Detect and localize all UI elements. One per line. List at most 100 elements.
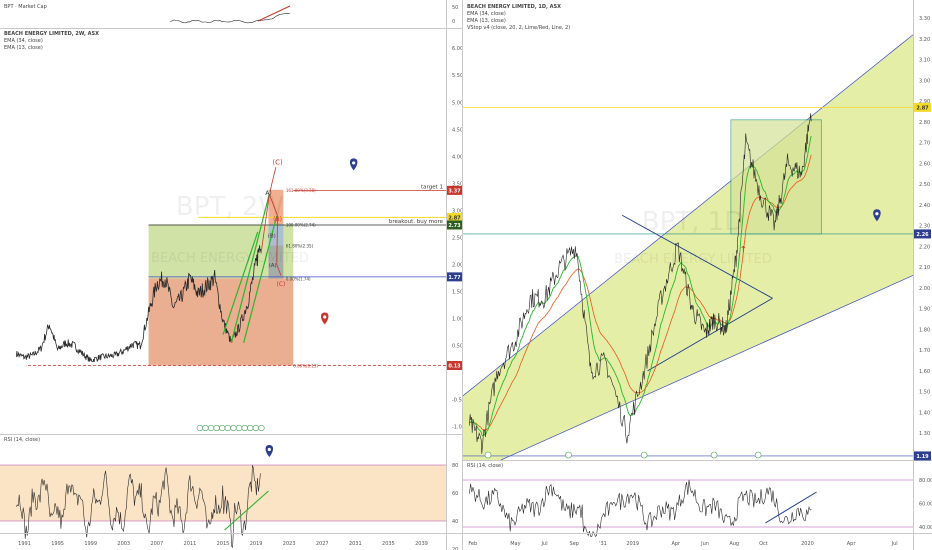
fib-low-label: 0.00%(0.13) <box>293 364 318 369</box>
left-idea-marker-red-dot <box>323 315 327 319</box>
left-indicator-2[interactable]: EMA (13, close) <box>4 45 43 51</box>
right-y-tick-2: 3.10 <box>919 58 930 64</box>
right-rsi-line <box>469 479 812 537</box>
left-watermark: BPT, 2W <box>176 192 284 222</box>
left-price-line <box>15 245 262 363</box>
left-idea-marker-blue-dot <box>352 161 356 165</box>
event-marker-2[interactable] <box>207 424 215 432</box>
event-marker-1[interactable] <box>202 424 209 432</box>
event-marker-4[interactable] <box>219 424 226 432</box>
right-rsi-title[interactable]: RSI (14, close) <box>467 463 504 469</box>
right-rsi-tick-2: 40.00 <box>919 525 932 531</box>
right-y-tick-7: 2.60 <box>919 161 930 167</box>
fib-618-label: 61.80%(2.35) <box>286 244 314 249</box>
right-y-tick-1: 3.20 <box>919 37 930 43</box>
left-rsi-tick-3: 20 <box>452 547 458 550</box>
right-y-tick-16: 1.70 <box>919 348 930 354</box>
wave-path-top <box>269 167 277 192</box>
left-y-tick-7: 2.50 <box>452 235 463 241</box>
left-x-tick-10: 2031 <box>349 541 362 547</box>
left-risk-zone <box>148 278 294 366</box>
event-marker-7[interactable] <box>235 424 243 432</box>
channel-upper-line <box>463 34 914 397</box>
right-event-marker-0[interactable] <box>484 451 492 459</box>
right-y-tick-14: 1.90 <box>919 307 930 313</box>
left-y-tick-11: 0.50 <box>452 344 463 350</box>
event-marker-8[interactable] <box>241 424 248 432</box>
event-marker-0[interactable] <box>196 424 203 432</box>
left-indicator-1[interactable]: EMA (34, close) <box>4 38 43 44</box>
fib-161-label: 161.80%(3.38) <box>286 188 316 193</box>
right-event-marker-3[interactable] <box>710 451 718 459</box>
right-y-tick-12: 2.10 <box>919 265 930 271</box>
right-idea-marker-dot <box>875 212 879 216</box>
right-chart[interactable]: ↑ BPT, 1D BEACH ENERGY LIMITED 3.30 3.20 3.1… <box>463 0 932 550</box>
triangle-upper <box>621 214 773 299</box>
left-x-tick-8: 2023 <box>283 541 296 547</box>
right-event-marker-2[interactable] <box>640 451 648 459</box>
right-ema-13 <box>469 135 812 437</box>
right-tag-last-text: 2.87 <box>916 105 929 111</box>
right-y-tick-18: 1.50 <box>919 390 930 396</box>
right-y-tick-11: 2.20 <box>919 244 930 250</box>
right-tag-bottom <box>914 451 931 461</box>
wave-label-b: (B) <box>273 216 282 223</box>
left-y-tick-0: 6.00 <box>452 46 463 52</box>
right-chart-title: BEACH ENERGY LIMITED, 1D, ASX <box>467 4 562 10</box>
event-marker-3[interactable] <box>213 424 220 432</box>
left-y-tick-4: 4.00 <box>452 154 463 160</box>
right-y-tick-9: 2.40 <box>919 203 930 209</box>
right-price-line <box>469 113 812 454</box>
right-indicator-2[interactable]: EMA (13, close) <box>467 18 506 24</box>
left-top-axis-0: 50 <box>452 5 458 11</box>
right-x-tick-12: Jul <box>891 541 898 547</box>
event-marker-5[interactable] <box>224 424 231 432</box>
right-tag-bottom-text: 1.19 <box>916 454 929 460</box>
left-tag-support <box>447 272 462 282</box>
right-event-marker-1[interactable] <box>565 451 572 459</box>
right-rsi-trendline <box>765 491 817 524</box>
left-y-tick-13: -1.00 <box>452 425 463 431</box>
left-y-tick-9: 1.50 <box>452 289 463 295</box>
event-marker-9[interactable] <box>247 424 254 432</box>
right-y-tick-13: 2.00 <box>919 286 930 292</box>
left-y-tick-6: 3.00 <box>452 208 463 214</box>
market-cap-trendline <box>257 5 291 22</box>
right-rsi-tick-1: 60.00 <box>919 502 932 508</box>
right-y-tick-17: 1.60 <box>919 369 930 375</box>
left-rsi-marker-dot <box>267 447 271 452</box>
left-tag-breakout-text: 2.73 <box>448 223 461 229</box>
right-x-tick-9: Oct <box>759 541 768 547</box>
wave-label-paren-b: (B) <box>268 233 276 239</box>
wave-label-paren-a: (A) <box>269 263 277 269</box>
left-x-tick-2: 1999 <box>84 541 97 547</box>
left-chart[interactable]: (C) A) (B) (B) (A) (C) 161.80%(3.38) 100.00%(2.… <box>0 0 463 550</box>
right-x-tick-1: May <box>510 541 520 547</box>
right-watermark-sub: BEACH ENERGY LIMITED <box>614 252 772 267</box>
right-x-tick-3: Sep <box>570 541 579 547</box>
right-x-tick-10: 2020 <box>801 541 814 547</box>
fib-upper-box <box>268 189 284 225</box>
right-indicator-3[interactable]: VStop v4 (close, 20, 2, Lime/Red, Line, … <box>467 25 571 31</box>
event-marker-10[interactable] <box>252 424 259 432</box>
event-marker-6[interactable] <box>230 424 237 432</box>
left-y-tick-12: -0.50 <box>452 398 463 404</box>
left-tag-target-text: 3.37 <box>448 188 461 194</box>
left-y-tick-8: 2.00 <box>452 262 463 268</box>
left-top-pane-title: BPT · Market Cap <box>4 4 47 10</box>
event-marker-11[interactable] <box>258 424 265 432</box>
right-y-tick-6: 2.70 <box>919 141 930 147</box>
left-rsi-title[interactable]: RSI (14, close) <box>4 437 41 443</box>
right-x-tick-5: 2019 <box>626 541 639 547</box>
left-y-tick-1: 5.50 <box>452 73 463 79</box>
right-tag-last <box>914 102 931 112</box>
target-label: target 1 <box>421 184 443 190</box>
right-watermark: BPT, 1D <box>642 207 745 237</box>
right-indicator-1[interactable]: EMA (34, close) <box>467 11 506 17</box>
right-y-tick-8: 2.50 <box>919 182 930 188</box>
left-rsi-tick-1: 60 <box>452 491 458 497</box>
left-tag-breakout <box>447 220 462 230</box>
right-y-tick-5: 2.80 <box>919 120 930 126</box>
wave-path <box>260 194 282 276</box>
right-event-marker-4[interactable] <box>754 451 762 459</box>
